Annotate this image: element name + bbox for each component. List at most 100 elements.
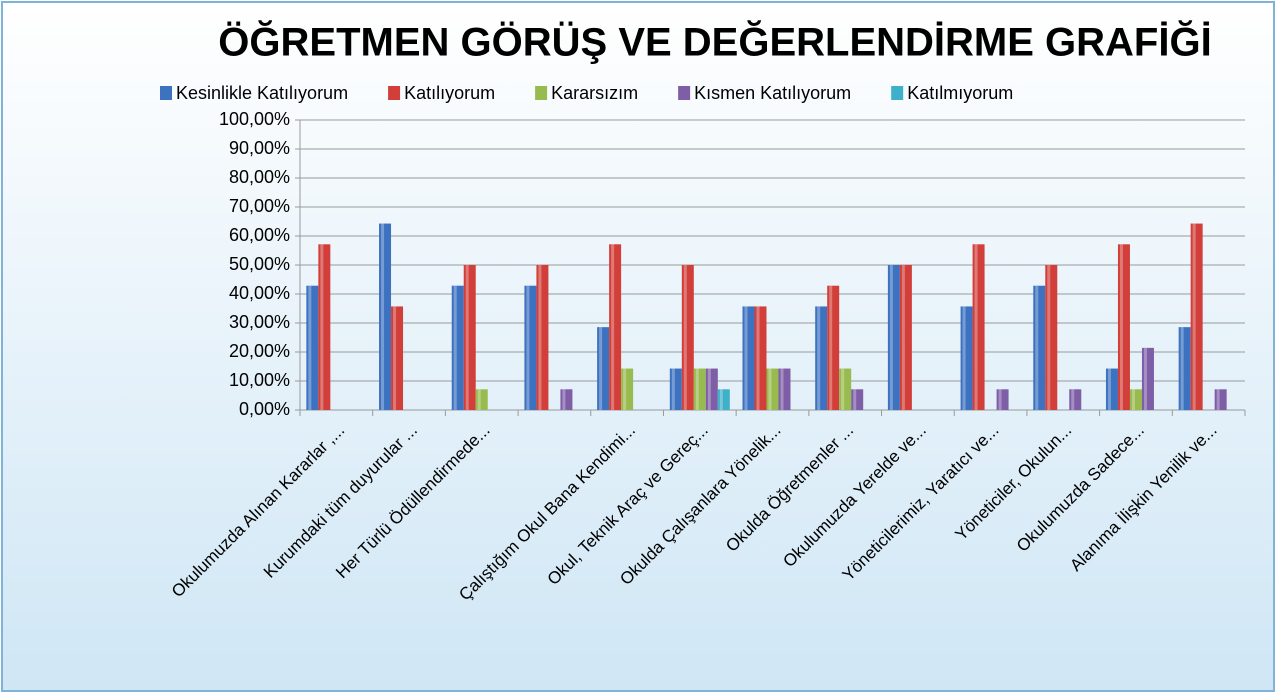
bar — [597, 327, 610, 410]
bar-highlight — [599, 327, 603, 410]
bar — [996, 389, 1009, 410]
bar-highlight — [538, 265, 542, 410]
bar-highlight — [671, 368, 675, 410]
bar-highlight — [817, 306, 821, 410]
bar — [742, 306, 755, 410]
legend-swatch — [388, 86, 401, 100]
legend-label: Katılmıyorum — [907, 83, 1013, 103]
bar — [815, 306, 828, 410]
bar — [1178, 327, 1191, 410]
bar-highlight — [562, 389, 566, 410]
bar — [972, 244, 985, 410]
bar-highlight — [477, 389, 481, 410]
bar-highlight — [1192, 223, 1196, 410]
bar — [524, 285, 537, 410]
bar-highlight — [308, 285, 312, 410]
bar — [778, 368, 791, 410]
bar — [669, 368, 682, 410]
bar — [451, 285, 464, 410]
legend-label: Kararsızım — [551, 83, 638, 103]
bar — [717, 389, 730, 410]
bar-highlight — [744, 306, 748, 410]
bar — [754, 306, 767, 410]
bar — [1069, 389, 1082, 410]
bar-highlight — [829, 285, 833, 410]
bar-highlight — [1035, 285, 1039, 410]
bar-highlight — [889, 265, 893, 410]
legend-swatch — [535, 86, 548, 100]
bar-highlight — [1180, 327, 1184, 410]
bar-highlight — [683, 265, 687, 410]
y-tick-label: 40,00% — [229, 283, 290, 303]
bar-highlight — [1071, 389, 1075, 410]
legend-swatch — [678, 86, 691, 100]
y-tick-label: 100,00% — [219, 109, 290, 129]
legend-swatch — [160, 86, 172, 100]
y-tick-label: 50,00% — [229, 254, 290, 274]
bar-highlight — [465, 265, 469, 410]
bar-highlight — [780, 368, 784, 410]
bar-highlight — [611, 244, 615, 410]
bar-highlight — [1143, 347, 1147, 410]
bar-highlight — [320, 244, 324, 410]
bar-highlight — [853, 389, 857, 410]
bar — [1129, 389, 1142, 410]
legend-swatch — [891, 86, 904, 100]
bar — [851, 389, 864, 410]
y-tick-label: 70,00% — [229, 196, 290, 216]
bar — [1105, 368, 1118, 410]
bar — [1033, 285, 1046, 410]
y-tick-label: 80,00% — [229, 167, 290, 187]
bar — [887, 265, 900, 410]
bar-highlight — [707, 368, 711, 410]
legend-label: Katılıyorum — [404, 83, 495, 103]
bar-highlight — [974, 244, 978, 410]
bar — [681, 265, 694, 410]
bar-highlight — [1107, 368, 1111, 410]
y-tick-label: 0,00% — [239, 399, 290, 419]
bar-highlight — [1047, 265, 1051, 410]
legend-label: Kısmen Katılıyorum — [694, 83, 851, 103]
legend-label: Kesinlikle Katılıyorum — [176, 83, 348, 103]
bar — [960, 306, 973, 410]
y-tick-label: 10,00% — [229, 370, 290, 390]
y-tick-label: 60,00% — [229, 225, 290, 245]
bar-highlight — [998, 389, 1002, 410]
bar — [766, 368, 779, 410]
bar-highlight — [841, 368, 845, 410]
bar — [475, 389, 488, 410]
bar — [1141, 347, 1154, 410]
bar — [705, 368, 718, 410]
bar-highlight — [901, 265, 905, 410]
bar — [1117, 244, 1130, 410]
bar-highlight — [381, 223, 385, 410]
chart-title: ÖĞRETMEN GÖRÜŞ VE DEĞERLENDİRME GRAFİĞİ — [218, 19, 1211, 65]
bar-highlight — [623, 368, 627, 410]
bar — [1045, 265, 1058, 410]
bar-highlight — [962, 306, 966, 410]
bar — [536, 265, 549, 410]
bar — [693, 368, 706, 410]
y-tick-label: 30,00% — [229, 312, 290, 332]
bar-highlight — [695, 368, 699, 410]
bar-highlight — [1119, 244, 1123, 410]
bar — [306, 285, 319, 410]
y-tick-label: 90,00% — [229, 138, 290, 158]
bar — [379, 223, 392, 410]
bar — [609, 244, 622, 410]
bar-highlight — [1131, 389, 1135, 410]
y-tick-label: 20,00% — [229, 341, 290, 361]
bar-highlight — [393, 306, 397, 410]
bar — [827, 285, 840, 410]
bar — [463, 265, 476, 410]
bar — [560, 389, 573, 410]
bar — [318, 244, 331, 410]
bar — [839, 368, 852, 410]
bar — [1214, 389, 1227, 410]
bar — [899, 265, 912, 410]
bar-highlight — [719, 389, 723, 410]
bar-highlight — [1216, 389, 1220, 410]
bar-highlight — [756, 306, 760, 410]
bar — [1190, 223, 1203, 410]
